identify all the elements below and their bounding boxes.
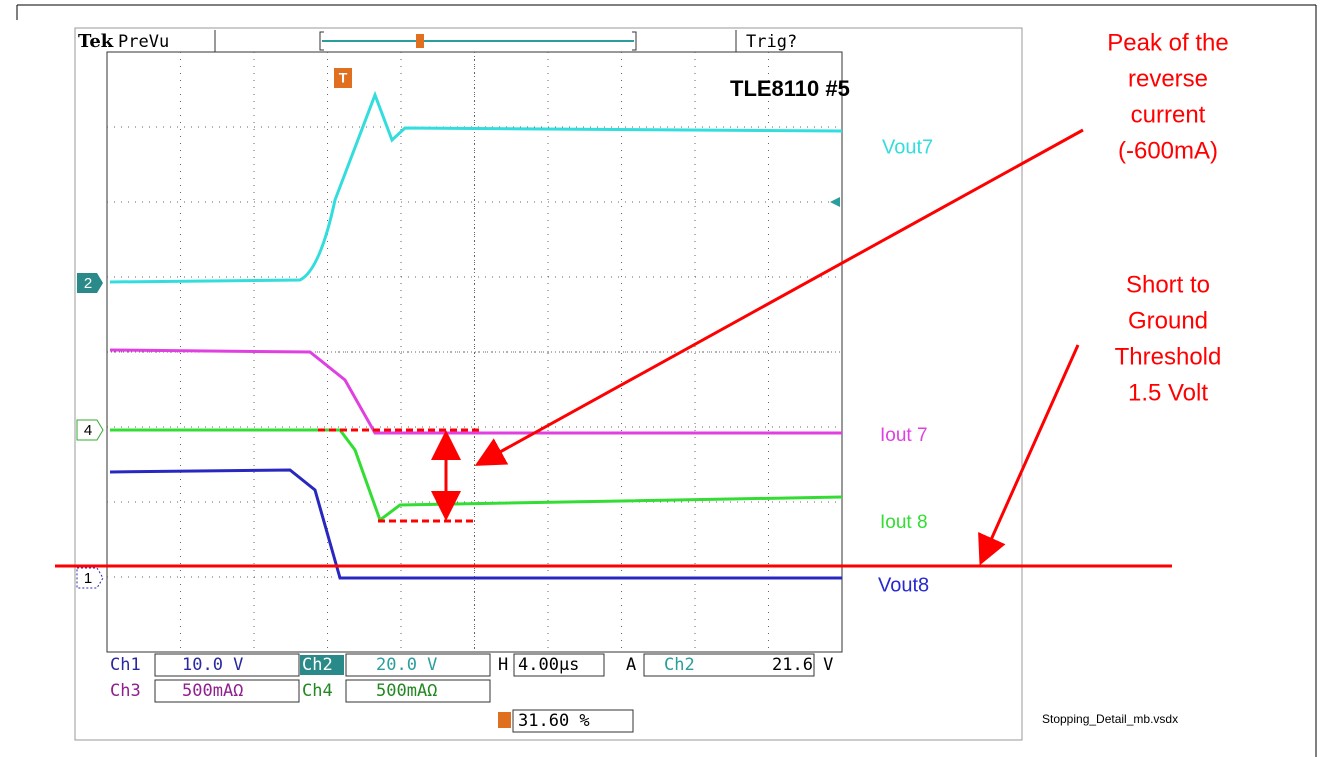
record-position bbox=[416, 34, 424, 48]
trace-label: Vout8 bbox=[878, 574, 929, 596]
channel-marker-label: 1 bbox=[84, 570, 92, 587]
setting: Ch2 bbox=[302, 655, 333, 675]
setting: 500mAΩ bbox=[182, 681, 243, 701]
setting: Ch1 bbox=[110, 655, 141, 675]
setting: Ch3 bbox=[110, 681, 141, 701]
trigger-marker-label: T bbox=[339, 70, 348, 86]
settings-box bbox=[513, 653, 605, 677]
mode: PreVu bbox=[118, 32, 169, 52]
settings: Ch1 10.0 V Ch2 20.0 V H 4.00µs A Ch2 21.6 V Ch3 50… bbox=[110, 653, 833, 703]
annotation-line: reverse bbox=[1128, 65, 1208, 92]
annotations: Peak of the reverse current (-600mA) Short t… bbox=[1107, 29, 1228, 406]
settings-box bbox=[154, 653, 300, 677]
trace-iout7 bbox=[109, 348, 842, 435]
peak-arrow bbox=[474, 128, 1084, 466]
setting: H bbox=[498, 655, 508, 675]
settings-box bbox=[643, 653, 815, 677]
annotation-line: (-600mA) bbox=[1118, 137, 1218, 164]
settings-box bbox=[512, 709, 634, 733]
channel-marker-label: 2 bbox=[84, 275, 92, 292]
settings-box bbox=[345, 653, 491, 677]
trigger-position: 31.60 % bbox=[518, 711, 590, 731]
setting: 10.0 V bbox=[182, 655, 243, 675]
annotation-line: Threshold bbox=[1115, 343, 1222, 370]
annotation-line: Short to bbox=[1126, 271, 1210, 298]
file-name: Stopping_Detail_mb.vsdx bbox=[1042, 712, 1178, 726]
threshold-arrow bbox=[978, 344, 1080, 566]
settings-box bbox=[154, 679, 300, 703]
trigger-marker bbox=[334, 68, 352, 88]
trigger-level bbox=[830, 197, 840, 207]
grid bbox=[107, 52, 842, 652]
trace-iout8 bbox=[110, 428, 843, 523]
trace-label: Vout7 bbox=[882, 136, 933, 158]
channel-marker bbox=[76, 419, 104, 441]
channel-marker bbox=[77, 273, 103, 293]
settings-box bbox=[345, 679, 491, 703]
annotation-line: current bbox=[1131, 101, 1206, 128]
record-bracket bbox=[319, 31, 637, 51]
setting: Ch2 bbox=[664, 655, 695, 675]
channel-marker bbox=[76, 567, 104, 589]
channel-highlight bbox=[300, 655, 344, 675]
setting: 20.0 V bbox=[376, 655, 437, 675]
annotation-line: Peak of the bbox=[1107, 29, 1228, 56]
setting: A bbox=[626, 655, 636, 675]
setting: 500mAΩ bbox=[376, 681, 437, 701]
trace-vout7 bbox=[109, 90, 843, 284]
trace-label: Iout 7 bbox=[880, 425, 928, 446]
scope-title: TLE8110 #5 bbox=[730, 76, 850, 101]
setting: Ch4 bbox=[302, 681, 333, 701]
brand: Tek bbox=[78, 31, 114, 52]
annotation-line: Ground bbox=[1128, 307, 1208, 334]
trigger-icon bbox=[498, 712, 511, 728]
annotation-line: 1.5 Volt bbox=[1128, 379, 1208, 406]
trace-label: Iout 8 bbox=[880, 512, 928, 533]
setting: 21.6 V bbox=[772, 655, 833, 675]
channel-marker-label: 4 bbox=[84, 422, 92, 439]
status: Trig? bbox=[746, 32, 797, 52]
setting: 4.00µs bbox=[518, 655, 579, 675]
trace-vout8 bbox=[109, 468, 842, 580]
